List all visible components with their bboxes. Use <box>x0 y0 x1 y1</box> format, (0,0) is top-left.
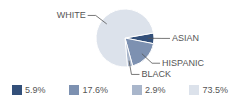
svg-text:BLACK: BLACK <box>141 69 171 79</box>
svg-text:ASIAN: ASIAN <box>172 33 199 43</box>
html-text:73.5%: 73.5% <box>202 85 228 95</box>
html-text:17.6%: 17.6% <box>82 85 108 95</box>
html-text:5.9%: 5.9% <box>25 85 46 95</box>
html-text:2.9%: 2.9% <box>145 85 166 95</box>
svg-text:WHITE: WHITE <box>57 10 86 20</box>
svg-text:HISPANIC: HISPANIC <box>162 58 204 68</box>
